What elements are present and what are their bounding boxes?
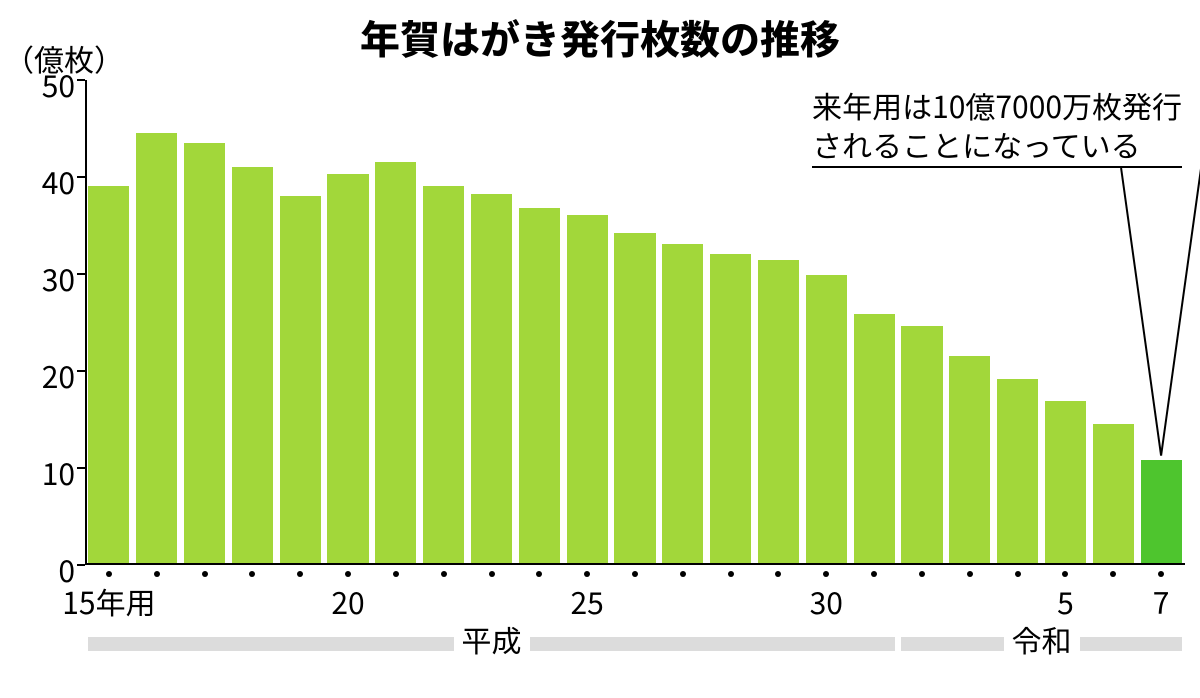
bar — [567, 215, 608, 563]
bar — [423, 186, 464, 563]
chart-title: 年賀はがき発行枚数の推移 — [0, 8, 1200, 66]
x-tick-dot — [249, 571, 255, 577]
bar — [1093, 424, 1134, 563]
y-tick-mark — [77, 176, 85, 178]
x-tick-dot — [919, 571, 925, 577]
chart-page: 年賀はがき発行枚数の推移 （億枚） 来年用は10億7000万枚発行 されることに… — [0, 0, 1200, 698]
bar — [949, 356, 990, 563]
y-tick-label: 40 — [15, 159, 75, 203]
bar — [1141, 460, 1182, 563]
x-tick-label: 20 — [331, 579, 364, 623]
x-tick-dot — [489, 571, 495, 577]
x-tick-dot — [441, 571, 447, 577]
y-tick-label: 50 — [15, 62, 75, 106]
x-tick-dot — [967, 571, 973, 577]
x-tick-dot — [775, 571, 781, 577]
x-tick-dot — [823, 571, 829, 577]
x-tick-dot — [345, 571, 351, 577]
x-tick-label: 30 — [810, 579, 843, 623]
bar — [854, 314, 895, 563]
x-tick-dot — [106, 571, 112, 577]
bar — [184, 143, 225, 563]
x-tick-dot — [393, 571, 399, 577]
bar — [614, 233, 655, 563]
x-tick-label: 15年用 — [62, 579, 155, 623]
bar — [232, 167, 273, 563]
x-tick-dot — [584, 571, 590, 577]
bar — [136, 133, 177, 563]
bar — [375, 162, 416, 563]
x-tick-dot — [154, 571, 160, 577]
y-tick-label: 20 — [15, 353, 75, 397]
x-tick-dot — [632, 571, 638, 577]
y-tick-label: 30 — [15, 256, 75, 300]
bar — [471, 194, 512, 563]
bar — [1045, 401, 1086, 563]
y-tick-mark — [77, 79, 85, 81]
x-tick-label: 25 — [571, 579, 604, 623]
y-axis-line — [85, 80, 87, 565]
x-tick-dot — [680, 571, 686, 577]
x-tick-dot — [536, 571, 542, 577]
bar — [901, 326, 942, 563]
era-label: 令和 — [1004, 617, 1080, 661]
bar — [519, 208, 560, 563]
y-tick-mark — [77, 467, 85, 469]
x-tick-dot — [1110, 571, 1116, 577]
x-tick-dot — [871, 571, 877, 577]
y-tick-label: 10 — [15, 450, 75, 494]
y-tick-mark — [77, 273, 85, 275]
x-tick-dot — [1158, 571, 1164, 577]
bar — [327, 174, 368, 563]
plot-area: 0102030405015年用20253057 — [85, 80, 1185, 565]
bar — [280, 196, 321, 563]
y-tick-mark — [77, 370, 85, 372]
x-tick-label: 7 — [1153, 579, 1170, 623]
x-tick-dot — [202, 571, 208, 577]
era-label: 平成 — [454, 617, 530, 661]
x-tick-dot — [1015, 571, 1021, 577]
x-axis-line — [85, 563, 1185, 565]
bar — [662, 244, 703, 563]
bar — [710, 254, 751, 563]
bar — [997, 379, 1038, 563]
bar — [806, 275, 847, 563]
x-tick-dot — [1062, 571, 1068, 577]
y-tick-mark — [77, 564, 85, 566]
x-tick-dot — [728, 571, 734, 577]
bar — [758, 260, 799, 563]
bar — [88, 186, 129, 563]
x-tick-dot — [297, 571, 303, 577]
